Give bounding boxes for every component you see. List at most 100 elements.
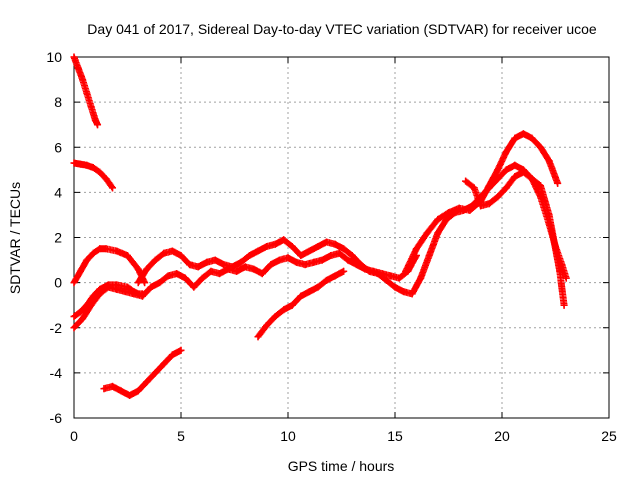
data-point <box>387 272 395 280</box>
series-track-6 <box>134 161 568 309</box>
data-point <box>511 173 519 181</box>
data-point <box>391 283 399 291</box>
y-tick-label: -2 <box>50 320 63 336</box>
data-point <box>94 121 102 129</box>
data-point <box>327 252 335 260</box>
data-point <box>455 204 463 212</box>
data-point <box>237 258 245 266</box>
data-point <box>91 116 99 124</box>
data-point <box>89 164 97 172</box>
data-point <box>160 249 168 257</box>
data-point <box>301 261 309 269</box>
data-point <box>177 346 185 354</box>
y-tick-label: -4 <box>50 365 63 381</box>
data-point <box>528 175 536 183</box>
data-point <box>83 161 91 169</box>
data-point <box>124 252 131 260</box>
data-point <box>271 240 279 248</box>
data-point <box>203 258 211 266</box>
axis-ticks: 0 5 10 15 20 25 -6 -4 -2 0 2 4 6 8 10 <box>46 49 617 444</box>
series-track-1 <box>70 53 102 129</box>
data-point <box>511 161 519 169</box>
data-point <box>70 53 78 61</box>
data-point <box>254 247 262 255</box>
data-point <box>76 160 84 168</box>
data-point <box>310 258 318 266</box>
data-point <box>466 206 474 214</box>
data-point <box>340 267 348 275</box>
data-point <box>560 301 568 309</box>
data-point <box>100 385 108 393</box>
data-point <box>160 360 168 368</box>
data-point <box>156 279 164 287</box>
data-point <box>173 270 181 278</box>
series-layer <box>70 53 570 399</box>
data-point <box>207 267 215 275</box>
data-point <box>130 290 138 298</box>
data-point <box>485 182 493 190</box>
data-point <box>374 270 382 278</box>
series-track-7 <box>402 130 562 275</box>
data-point <box>519 168 527 176</box>
data-point <box>109 382 117 390</box>
data-point <box>275 256 283 264</box>
x-tick-label: 20 <box>494 428 510 444</box>
data-point <box>280 306 288 314</box>
data-point <box>83 89 91 97</box>
data-point <box>89 249 97 257</box>
data-point <box>198 274 206 282</box>
data-point <box>297 252 305 260</box>
data-point <box>340 245 348 253</box>
data-point <box>258 270 266 278</box>
data-point <box>141 279 149 287</box>
data-point <box>425 252 433 260</box>
x-tick-label: 5 <box>177 428 185 444</box>
data-point <box>558 261 566 269</box>
data-point <box>138 292 146 300</box>
data-point <box>168 247 176 255</box>
x-tick-label: 0 <box>70 428 78 444</box>
data-point <box>344 256 352 264</box>
series-markers <box>70 53 101 129</box>
data-point <box>494 193 502 201</box>
data-point <box>254 333 262 341</box>
grid-lines <box>74 57 609 418</box>
x-tick-label: 15 <box>387 428 403 444</box>
data-point <box>477 202 485 210</box>
data-point <box>323 276 331 284</box>
data-point <box>186 261 194 269</box>
data-point <box>211 256 219 264</box>
data-point <box>74 64 82 72</box>
data-point <box>151 369 159 377</box>
data-point <box>365 267 373 275</box>
data-point <box>554 179 562 187</box>
data-point <box>284 254 292 262</box>
data-point <box>143 378 151 386</box>
y-tick-label: 10 <box>46 49 62 65</box>
data-point <box>87 103 95 111</box>
series-track-8 <box>462 168 570 282</box>
data-point <box>485 200 493 208</box>
data-point <box>528 134 536 142</box>
data-point <box>382 276 390 284</box>
data-point <box>314 243 322 251</box>
data-point <box>233 267 241 275</box>
series-track-10 <box>254 267 348 341</box>
data-point <box>134 265 142 273</box>
data-point <box>318 256 326 264</box>
data-point <box>109 184 117 192</box>
data-point <box>79 76 87 84</box>
data-point <box>395 274 403 282</box>
data-point <box>314 283 322 291</box>
data-point <box>288 301 296 309</box>
data-point <box>462 177 470 185</box>
data-point <box>102 175 110 183</box>
data-point <box>102 245 110 253</box>
data-point <box>305 288 313 296</box>
data-point <box>143 265 151 273</box>
data-point <box>96 168 104 176</box>
data-point <box>117 387 125 395</box>
data-point <box>177 252 185 260</box>
x-axis-label: GPS time / hours <box>288 458 395 474</box>
